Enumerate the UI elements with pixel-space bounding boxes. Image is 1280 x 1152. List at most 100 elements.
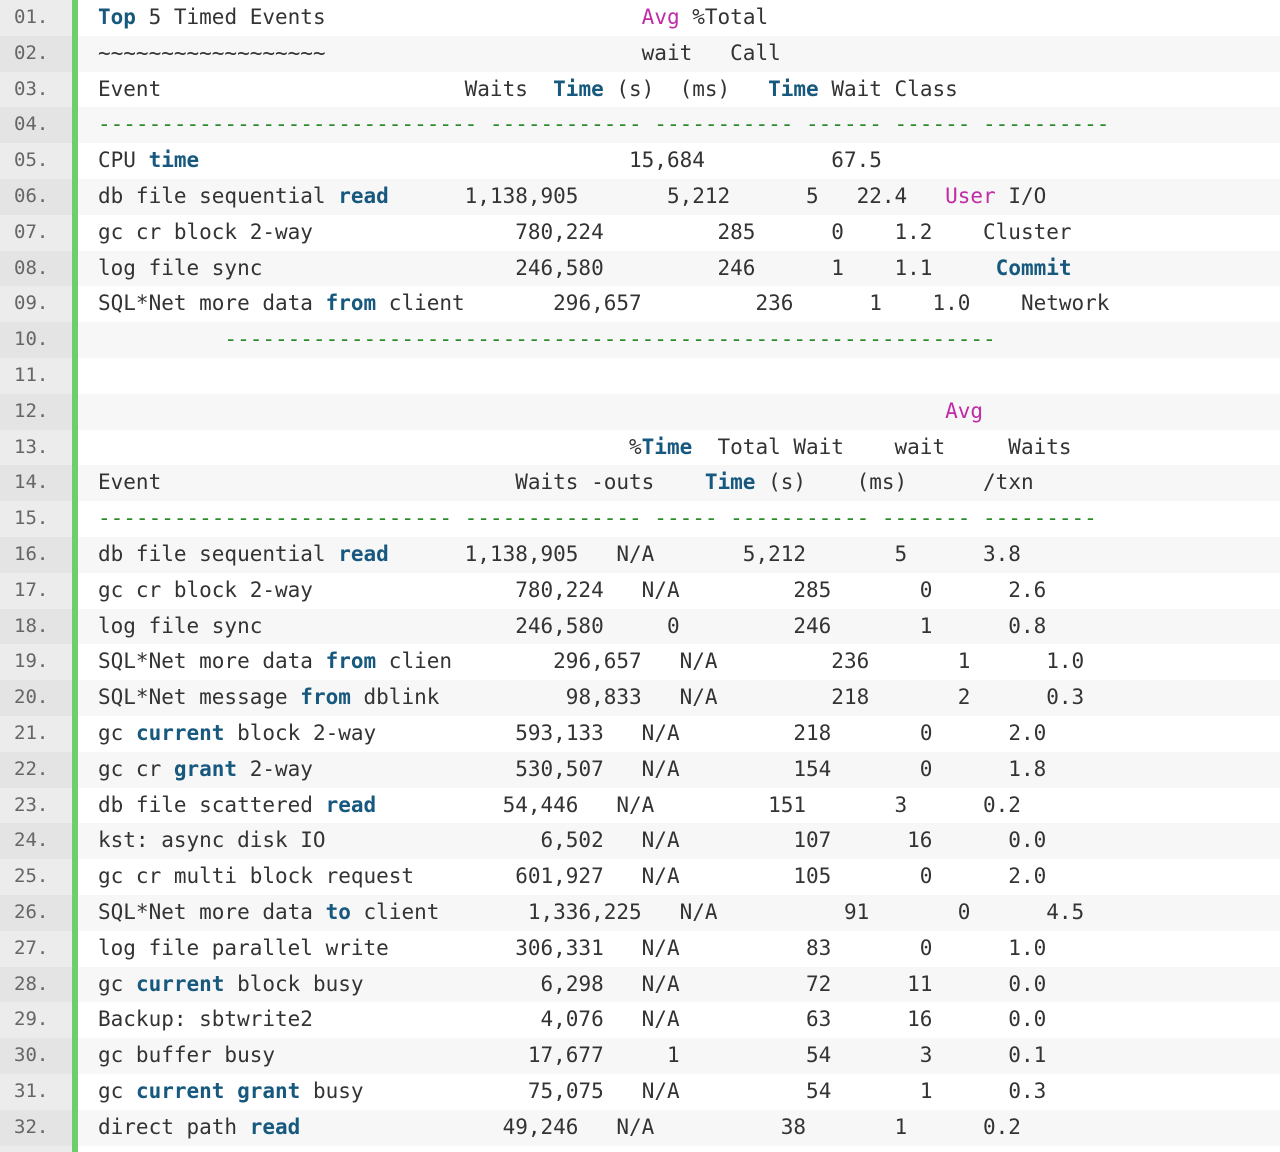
line-number: 16. [0,536,72,573]
line-number: 22. [0,751,72,788]
code-text: gc cr block 2-way 780,224 N/A 285 0 2.6 [98,577,1047,602]
keyword-token: from [325,291,377,316]
keyword-token: read [338,183,389,208]
separator-text: ------------------------------ ---------… [98,112,1110,137]
line-number: 10. [0,322,72,358]
line-number: 18. [0,608,72,645]
code-text: block 2-way 593,133 N/A 218 0 2.0 [224,720,1047,745]
code-text: 54,446 N/A 151 3 0.2 [376,792,1021,817]
keyword-token: current [135,1078,225,1103]
code-line: ~~~~~~~~~~~~~~~~~~ wait Call [78,35,1280,72]
code-text: log file sync 246,580 0 246 1 0.8 [98,613,1047,638]
keyword-token: current [135,720,225,745]
line-number: 03. [14,77,49,100]
line-number: 24. [0,823,72,860]
code-text: clien 296,657 N/A 236 1 1.0 [376,649,1085,674]
line-number: 09. [14,292,49,315]
keyword-token: Time [553,76,604,101]
code-line: gc current block busy 6,298 N/A 72 11 0.… [78,966,1280,1003]
line-number: 11. [14,363,49,386]
keyword-token: time [148,148,200,173]
code-line: Top 5 Timed Events Avg %Total [78,0,1280,36]
line-number: 20. [0,680,72,716]
code-text: kst: async disk IO 6,502 N/A 107 16 0.0 [98,828,1047,853]
code-text: SQL*Net more data [98,649,326,674]
line-number: 05. [14,149,49,172]
code-text: gc [98,720,136,745]
code-text: Event Waits -outs [98,470,705,495]
code-line: gc cr block 2-way 780,224 285 0 1.2 Clus… [78,215,1280,251]
code-text [224,1079,237,1103]
code-text: busy 75,075 N/A 54 1 0.3 [300,1078,1047,1103]
code-text: gc buffer busy 17,677 1 54 3 0.1 [98,1043,1047,1068]
line-number: 30. [0,1038,72,1074]
separator-text: ---------------------------- -----------… [98,506,1097,531]
keyword-token: Time [704,470,756,495]
code-text: Wait Class [818,76,958,101]
line-number: 32. [0,1109,72,1146]
code-text: gc cr block 2-way 780,224 285 0 1.2 Clus… [98,219,1072,244]
code-text: (s) (ms) [603,76,769,101]
code-text: db file sequential [98,183,339,208]
line-number: 04. [0,107,72,144]
code-text: client 296,657 236 1 1.0 Network [376,291,1110,316]
line-number: 07. [14,220,49,243]
code-line: log file sync 246,580 246 1 1.1 Commit [78,250,1280,287]
code-line: Avg [78,393,1280,430]
code-line: %Time Total Wait wait Waits [78,430,1280,466]
code-text [98,399,945,423]
code-line: db file sequential read 1,138,905 5,212 … [78,178,1280,215]
line-number: 25. [14,865,49,888]
line-number: 29. [14,1008,49,1031]
code-line: ---------------------------- -----------… [78,501,1280,537]
separator-text: ----------------------------------------… [98,327,996,352]
code-text: gc cr multi block request 601,927 N/A 10… [98,864,1047,889]
line-number: 23. [14,793,49,816]
code-text: dblink 98,833 N/A 218 2 0.3 [350,685,1085,710]
line-number: 21. [14,721,49,744]
code-line: gc current grant busy 75,075 N/A 54 1 0.… [78,1074,1280,1110]
line-number: 14. [0,465,72,502]
line-number: 17. [14,578,49,601]
line-number: 13. [14,435,49,458]
code-line: db file scattered read 54,446 N/A 151 3 … [78,788,1280,824]
code-text: direct path [98,1114,250,1139]
code-text: Event Waits [98,76,554,101]
highlight-token: Avg [641,5,680,29]
line-number: 15. [14,507,49,530]
code-text: 49,246 N/A 38 1 0.2 [300,1114,1021,1139]
code-text: (s) (ms) /txn [755,470,1034,495]
line-number: 27. [14,936,49,959]
code-line: CPU time 15,684 67.5 [78,143,1280,179]
keyword-token: grant [237,1078,301,1103]
code-text: log file parallel write 306,331 N/A 83 0… [98,935,1047,960]
code-text: 1,138,905 5,212 5 22.4 [388,183,946,208]
code-line: kst: async disk IO 6,502 N/A 107 16 0.0 [78,823,1280,860]
highlight-token: User [945,183,996,208]
keyword-token: Time [641,434,693,459]
keyword-token: read [249,1114,301,1139]
code-text: SQL*Net more data [98,291,326,316]
code-text: Backup: sbtwrite2 4,076 N/A 63 16 0.0 [98,1007,1047,1032]
code-line: gc current block 2-way 593,133 N/A 218 0… [78,716,1280,752]
code-line: Event Waits Time (s) (ms) Time Wait Clas… [78,72,1280,108]
line-number-gutter: 01. 02. 03. 04. 05. 06. 07. 08. 09. 10. 11. 12. 13. 1… [0,0,72,1152]
code-text: gc cr [98,756,174,781]
code-text: I/O [995,183,1047,208]
code-text: log file sync 246,580 246 1 1.1 [98,255,996,280]
code-line: SQL*Net more data to client 1,336,225 N/… [78,894,1280,931]
keyword-token: read [325,792,377,817]
code-area: Top 5 Timed Events Avg %Total ~~~~~~~~~~~… [78,0,1280,1152]
code-text: 1,138,905 N/A 5,212 5 3.8 [388,541,1021,566]
code-text: Total Wait wait Waits [692,434,1072,459]
code-text: SQL*Net more data [98,899,326,924]
keyword-token: Commit [995,255,1072,280]
code-line: log file parallel write 306,331 N/A 83 0… [78,931,1280,967]
code-line: gc cr multi block request 601,927 N/A 10… [78,859,1280,895]
code-text: db file sequential [98,541,339,566]
line-number: 08. [0,250,72,287]
line-number: 28. [0,966,72,1003]
code-text: 15,684 67.5 [199,148,882,173]
line-number: 02. [0,35,72,72]
